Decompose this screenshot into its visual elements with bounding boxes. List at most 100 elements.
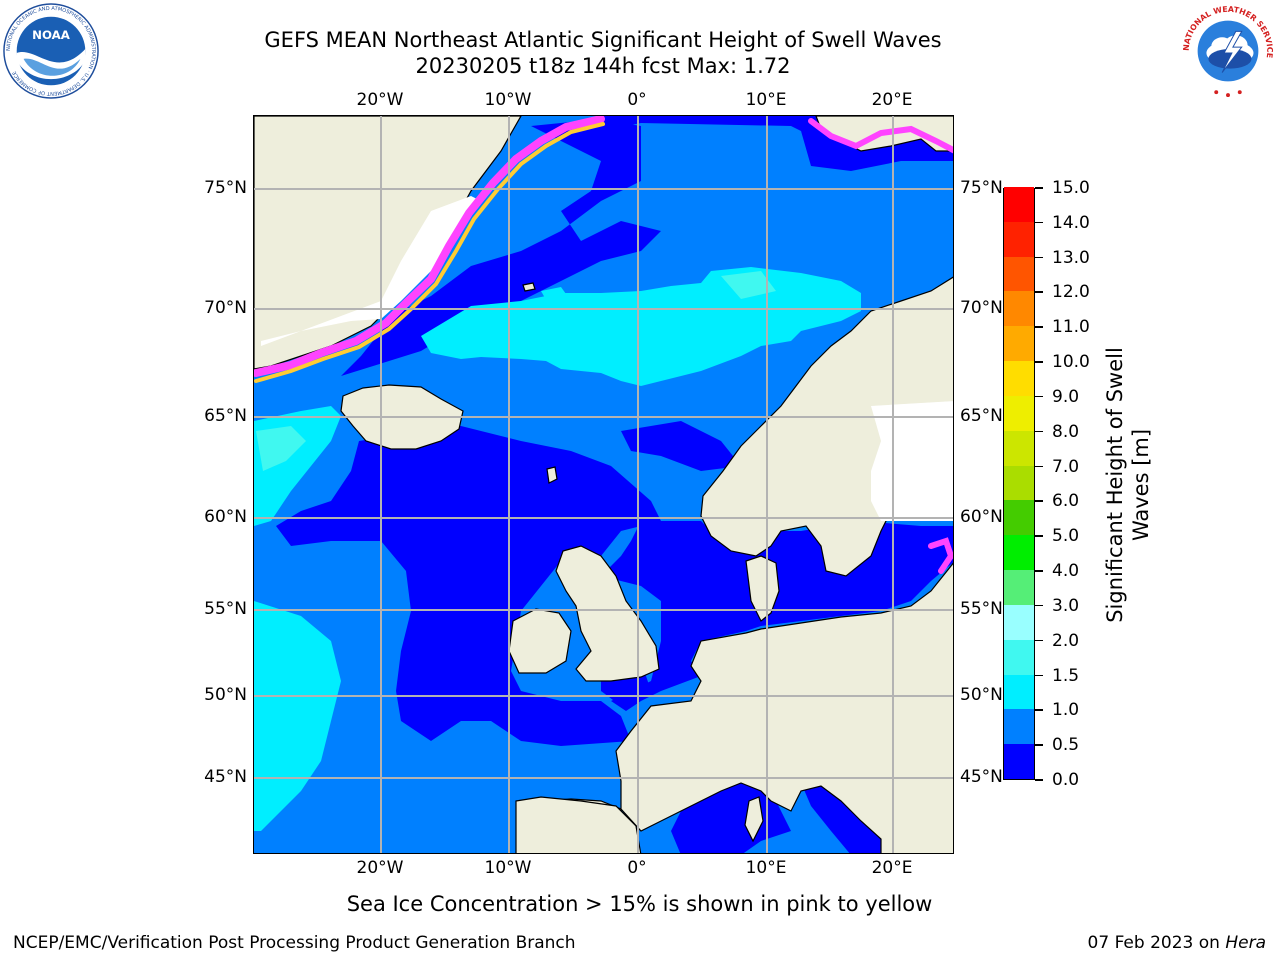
ireland [508,608,572,674]
lat-label-left: 45°N [204,767,247,787]
lat-label-right: 70°N [960,298,1003,318]
nws-logo: NATIONAL WEATHER SERVICE [1180,3,1276,99]
lat-label-left: 75°N [204,178,247,198]
colorbar-tick-label: 6.0 [1052,491,1080,512]
colorbar-title: Significant Height of Swell Waves [m] [1102,347,1154,623]
lon-label-top: 0° [627,90,647,110]
swell-low-regions [276,116,953,853]
great-britain [555,545,660,682]
colorbar-tick [1035,395,1043,398]
map-panel [253,115,954,854]
colorbar-tick [1035,221,1043,224]
colorbar-tick-label: 1.0 [1052,700,1080,721]
colorbar-tick [1035,639,1043,642]
colorbar-tick [1035,187,1043,189]
colorbar-tick-label: 5.0 [1052,526,1080,547]
graticule [254,116,953,853]
colorbar-segment [1004,430,1034,466]
colorbar-tick-label: 14.0 [1052,212,1090,233]
colorbar-segment [1004,360,1034,396]
lon-label-top: 20°E [871,90,913,110]
colorbar-tick [1035,326,1043,328]
colorbar-tick [1035,779,1043,781]
sea-ice-edge [254,116,953,574]
colorbar-tick [1035,361,1043,363]
colorbar [1003,186,1035,780]
lon-label-bottom: 20°W [356,858,404,878]
colorbar-tick-label: 9.0 [1052,386,1080,407]
lon-label-bottom: 20°E [871,858,913,878]
colorbar-tick [1035,570,1043,572]
chart-subtitle: 20230205 t18z 144h fcst Max: 1.72 [415,54,791,78]
lat-label-right: 65°N [960,406,1003,426]
colorbar-tick-label: 2.0 [1052,630,1080,651]
lon-label-top: 10°W [484,90,532,110]
lat-label-right: 60°N [960,507,1003,527]
colorbar-segment [1004,465,1034,501]
chart-title: GEFS MEAN Northeast Atlantic Significant… [264,28,942,52]
colorbar-segment [1004,500,1034,536]
colorbar-segment [1004,744,1034,779]
swell-1.5-2.0-patches [256,271,776,471]
lat-label-right: 75°N [960,178,1003,198]
colorbar-tick [1035,256,1043,259]
colorbar-title-line: Significant Height of Swell [1103,347,1127,623]
colorbar-segment [1004,674,1034,710]
colorbar-segment [1004,221,1034,257]
colorbar-tick-label: 13.0 [1052,247,1090,268]
colorbar-tick [1035,709,1043,711]
lon-label-bottom: 0° [627,858,647,878]
lat-label-right: 55°N [960,599,1003,619]
corsica-sardinia [744,796,764,843]
colorbar-segment [1004,604,1034,640]
colorbar-tick [1035,291,1043,293]
colorbar-segment [1004,291,1034,327]
colorbar-tick-label: 1.5 [1052,665,1080,686]
colorbar-segment [1004,569,1034,605]
colorbar-tick-label: 8.0 [1052,421,1080,442]
faroes [546,466,558,484]
colorbar-tick-label: 3.0 [1052,595,1080,616]
colorbar-segment [1004,395,1034,431]
colorbar-tick [1035,500,1043,502]
colorbar-tick-label: 12.0 [1052,282,1090,303]
colorbar-tick [1035,535,1043,537]
colorbar-segment [1004,535,1034,571]
footer-date-text: 07 Feb 2023 on [1087,933,1220,953]
colorbar-tick-label: 0.5 [1052,735,1080,756]
colorbar-tick-label: 11.0 [1052,317,1090,338]
lon-label-bottom: 10°W [484,858,532,878]
colorbar-tick [1035,674,1043,677]
colorbar-tick [1035,465,1043,468]
lat-label-right: 50°N [960,685,1003,705]
lat-label-left: 55°N [204,599,247,619]
footer-host: Hera [1225,933,1266,953]
noaa-logo-text: NOAA [32,28,71,42]
lat-label-left: 60°N [204,507,247,527]
colorbar-tick [1035,744,1043,746]
colorbar-tick-label: 10.0 [1052,352,1090,373]
colorbar-tick [1035,604,1043,607]
colorbar-segment [1004,639,1034,675]
jutland [745,555,780,622]
jan-mayen [522,282,536,292]
iberia [515,796,642,853]
colorbar-segment [1004,326,1034,362]
colorbar-tick [1035,430,1043,433]
colorbar-tick-label: 0.0 [1052,770,1080,790]
noaa-logo: NATIONAL OCEANIC AND ATMOSPHERIC ADMINIS… [3,3,99,99]
colorbar-segment [1004,256,1034,292]
sea-ice-note: Sea Ice Concentration > 15% is shown in … [346,892,933,916]
colorbar-tick-label: 15.0 [1052,178,1090,198]
lon-label-top: 10°E [745,90,787,110]
colorbar-title-line: Waves [m] [1129,428,1153,542]
lon-label-bottom: 10°E [745,858,787,878]
footer-credit: NCEP/EMC/Verification Post Processing Pr… [13,933,576,953]
footer-date: 07 Feb 2023 on Hera [1088,933,1266,953]
lat-label-left: 50°N [204,685,247,705]
lat-label-left: 70°N [204,298,247,318]
colorbar-segment [1004,186,1034,222]
no-data-areas [261,196,953,521]
colorbar-tick-label: 7.0 [1052,456,1080,477]
colorbar-segment [1004,709,1034,745]
